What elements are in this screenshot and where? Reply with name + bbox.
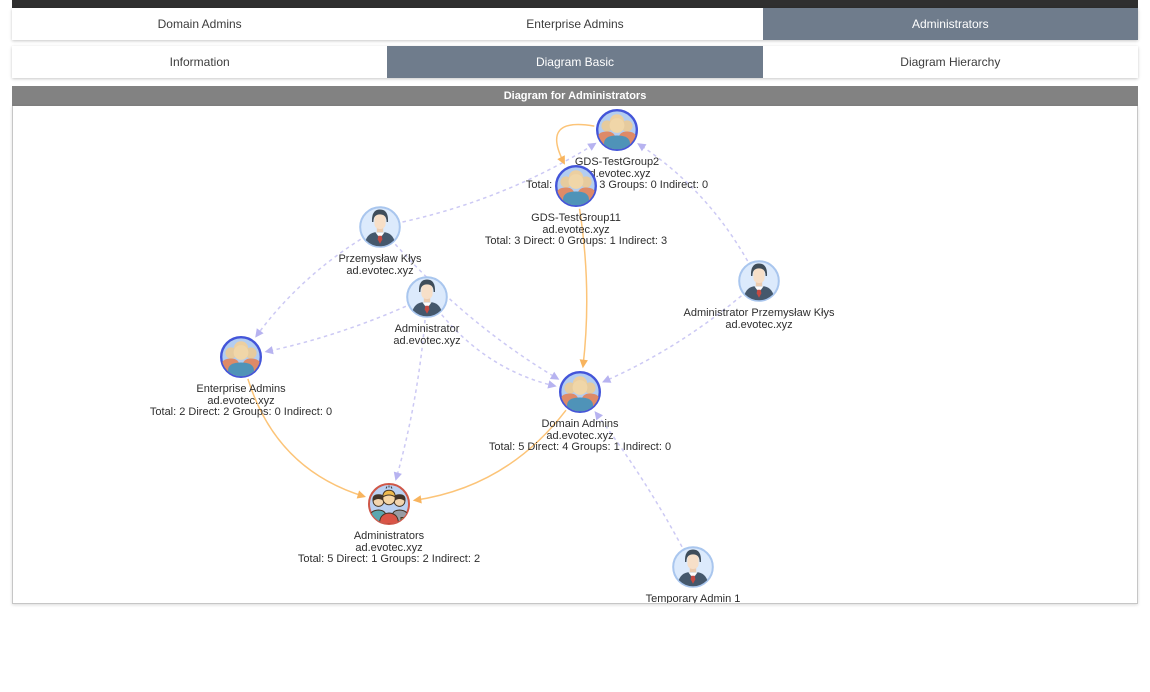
- node-domain: ad.evotec.xyz: [346, 264, 414, 277]
- node-label-domain-admins: Domain Admins ad.evotec.xyz Total: 5 Direc…: [400, 418, 760, 454]
- edge-administrator-admins: [393, 319, 426, 481]
- node-name: Enterprise Admins: [196, 383, 286, 395]
- top-strip: [12, 0, 1138, 8]
- group-icon[interactable]: [219, 335, 263, 379]
- node-stats: Total: 5 Direct: 1 Groups: 2 Indirect: 2: [297, 553, 481, 565]
- node-stats: Total: 5 Direct: 4 Groups: 1 Indirect: 0: [488, 441, 672, 453]
- tab-enterprise-admins[interactable]: Enterprise Admins: [526, 17, 624, 31]
- node-name: Przemysław Kłys: [338, 253, 422, 265]
- node-label-gds-testgroup2: GDS-TestGroup2 ad.evotec.xyz Total: 3 Dire…: [437, 156, 797, 192]
- edge-przemyslaw-da: [394, 243, 560, 380]
- node-domain: ad.evotec.xyz: [542, 223, 610, 236]
- node-stats: Total: 2 Direct: 2 Groups: 0 Indirect: 0: [149, 406, 333, 418]
- user-icon[interactable]: [671, 545, 715, 589]
- diagram-title: Diagram for Administrators: [12, 86, 1138, 106]
- node-label-enterprise-admins: Enterprise Admins ad.evotec.xyz Total: 2 D…: [61, 383, 421, 419]
- admin-group-icon[interactable]: [366, 481, 412, 527]
- edge-przemyslaw-ea: [255, 238, 362, 338]
- edge-gds2-gds11: [555, 123, 595, 165]
- node-name: Administrator Przemysław Kłys: [683, 307, 835, 319]
- edge-administrator-ea: [264, 305, 407, 355]
- user-icon[interactable]: [405, 275, 449, 319]
- edge-adminpk-gds2: [637, 143, 749, 262]
- node-label-temporary-admin-1: Temporary Admin 1: [513, 593, 873, 604]
- node-domain: ad.evotec.xyz: [725, 318, 793, 331]
- node-name: Temporary Admin 1: [645, 593, 741, 604]
- group-icon[interactable]: [558, 370, 602, 414]
- node-label-administrator-przemys-aw-k-ys: Administrator Przemysław Kłys ad.evotec.x…: [579, 307, 939, 331]
- tab-diagram-hierarchy[interactable]: Diagram Hierarchy: [900, 55, 1001, 69]
- node-name: Administrator: [394, 323, 460, 335]
- tab-administrators[interactable]: Administrators: [762, 8, 1138, 40]
- node-domain: ad.evotec.xyz: [355, 541, 423, 554]
- node-stats: Total: 3 Direct: 0 Groups: 1 Indirect: 3: [484, 235, 668, 247]
- edge-gds11-da: [578, 208, 588, 369]
- node-label-administrators: Administrators ad.evotec.xyz Total: 5 Dire…: [209, 530, 569, 566]
- group-icon[interactable]: [595, 108, 639, 152]
- edge-da-admins: [412, 409, 567, 504]
- view-tab-bar: Information Diagram Basic Diagram Hierarch…: [12, 46, 1138, 78]
- node-domain: ad.evotec.xyz: [207, 394, 275, 407]
- node-name: GDS-TestGroup11: [531, 212, 621, 224]
- edge-przemyslaw-gds2: [402, 142, 597, 223]
- node-domain: ad.evotec.xyz: [583, 167, 651, 180]
- node-label-przemys-aw-k-ys: Przemysław Kłys ad.evotec.xyz: [200, 253, 560, 277]
- tab-information[interactable]: Information: [169, 55, 230, 69]
- node-name: Administrators: [353, 530, 425, 542]
- diagram-canvas[interactable]: GDS-TestGroup2 ad.evotec.xyz Total: 3 Dire…: [12, 106, 1138, 604]
- group-tab-bar: Domain Admins Enterprise Admins Administra…: [12, 8, 1138, 40]
- edge-layer: [247, 123, 749, 548]
- node-domain: ad.evotec.xyz: [393, 334, 461, 347]
- edge-adminpk-da: [602, 295, 742, 383]
- edge-tempadmin-da: [594, 411, 683, 548]
- node-name: Domain Admins: [541, 418, 619, 430]
- node-name: GDS-TestGroup2: [574, 156, 660, 168]
- edge-administrator-da: [441, 314, 557, 389]
- group-icon[interactable]: [554, 164, 598, 208]
- node-label-administrator: Administrator ad.evotec.xyz: [247, 323, 607, 347]
- tab-diagram-basic[interactable]: Diagram Basic: [387, 46, 763, 78]
- user-icon[interactable]: [358, 205, 402, 249]
- tab-domain-admins[interactable]: Domain Admins: [157, 17, 242, 31]
- edge-ea-admins: [247, 378, 366, 499]
- node-label-gds-testgroup11: GDS-TestGroup11 ad.evotec.xyz Total: 3 Dir…: [396, 212, 756, 248]
- node-domain: ad.evotec.xyz: [546, 429, 614, 442]
- node-stats: Total: 3 Direct: 3 Groups: 0 Indirect: 0: [525, 179, 709, 191]
- user-icon[interactable]: [737, 259, 781, 303]
